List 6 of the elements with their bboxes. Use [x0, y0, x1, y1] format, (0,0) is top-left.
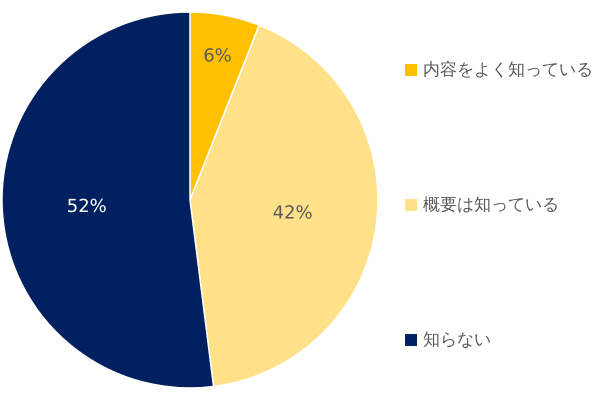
legend-label: 内容をよく知っている [423, 60, 593, 80]
data-label: 6% [203, 45, 232, 66]
legend-label: 知らない [423, 330, 491, 350]
data-label: 42% [272, 202, 313, 224]
data-label: 52% [66, 196, 107, 217]
legend-label: 概要は知っている [423, 195, 559, 215]
